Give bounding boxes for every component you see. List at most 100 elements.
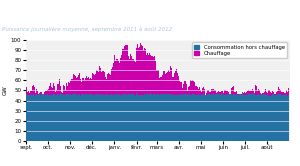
Bar [146, 94, 147, 141]
Bar [203, 94, 204, 141]
Bar [158, 94, 159, 141]
Bar [282, 95, 283, 141]
Bar [256, 95, 257, 141]
Y-axis label: GW: GW [3, 86, 8, 95]
Bar [267, 94, 268, 141]
Bar [138, 48, 139, 95]
Bar [165, 74, 166, 94]
Bar [277, 94, 278, 141]
Bar [279, 89, 280, 94]
Bar [273, 94, 274, 141]
Bar [36, 94, 37, 141]
Bar [130, 54, 131, 94]
Bar [142, 95, 143, 141]
Bar [198, 94, 199, 141]
Bar [244, 95, 245, 141]
Bar [126, 94, 127, 141]
Bar [103, 71, 104, 95]
Bar [72, 94, 73, 141]
Bar [112, 67, 113, 94]
Bar [89, 79, 90, 94]
Bar [183, 84, 184, 94]
Bar [275, 94, 276, 95]
Bar [68, 94, 69, 141]
Bar [240, 94, 241, 141]
Bar [188, 93, 189, 141]
Bar [106, 94, 107, 141]
Bar [94, 75, 95, 94]
Bar [67, 94, 68, 141]
Bar [152, 56, 153, 95]
Bar [181, 82, 182, 94]
Bar [63, 85, 64, 95]
Bar [43, 94, 44, 141]
Bar [131, 94, 132, 141]
Bar [219, 94, 220, 141]
Bar [75, 76, 76, 93]
Bar [88, 77, 89, 94]
Bar [195, 95, 196, 141]
Bar [177, 73, 178, 95]
Bar [201, 92, 202, 95]
Bar [111, 94, 112, 141]
Bar [284, 95, 285, 141]
Bar [52, 84, 53, 94]
Bar [223, 94, 224, 141]
Bar [181, 94, 182, 141]
Bar [268, 96, 269, 141]
Bar [255, 95, 256, 141]
Bar [222, 94, 223, 141]
Bar [130, 94, 131, 141]
Bar [239, 94, 240, 141]
Bar [96, 94, 97, 141]
Bar [124, 46, 125, 94]
Bar [121, 95, 122, 141]
Bar [221, 94, 222, 141]
Bar [63, 95, 64, 141]
Bar [243, 95, 244, 141]
Bar [190, 80, 191, 95]
Bar [117, 57, 118, 94]
Bar [178, 76, 179, 95]
Bar [69, 83, 70, 95]
Bar [167, 72, 168, 94]
Bar [86, 76, 87, 94]
Bar [221, 91, 222, 94]
Bar [214, 90, 215, 95]
Bar [47, 88, 48, 95]
Bar [190, 95, 191, 141]
Bar [276, 92, 277, 95]
Bar [158, 70, 159, 94]
Bar [85, 78, 86, 94]
Bar [237, 94, 238, 95]
Bar [272, 95, 273, 141]
Bar [249, 95, 250, 141]
Bar [180, 82, 181, 95]
Bar [62, 93, 63, 94]
Bar [53, 83, 54, 94]
Bar [29, 96, 30, 141]
Bar [118, 61, 119, 95]
Bar [165, 94, 166, 141]
Bar [136, 48, 137, 93]
Bar [232, 94, 233, 141]
Bar [213, 89, 214, 94]
Bar [169, 94, 170, 141]
Bar [220, 94, 221, 141]
Bar [205, 94, 206, 141]
Bar [102, 94, 103, 141]
Bar [99, 66, 100, 94]
Bar [110, 95, 111, 141]
Bar [75, 93, 76, 141]
Bar [219, 92, 220, 94]
Bar [171, 68, 172, 94]
Bar [51, 94, 52, 141]
Bar [95, 74, 96, 95]
Bar [36, 89, 37, 94]
Bar [151, 95, 152, 141]
Bar [247, 95, 248, 141]
Bar [141, 95, 142, 141]
Bar [110, 75, 111, 95]
Bar [236, 94, 237, 141]
Bar [285, 93, 286, 95]
